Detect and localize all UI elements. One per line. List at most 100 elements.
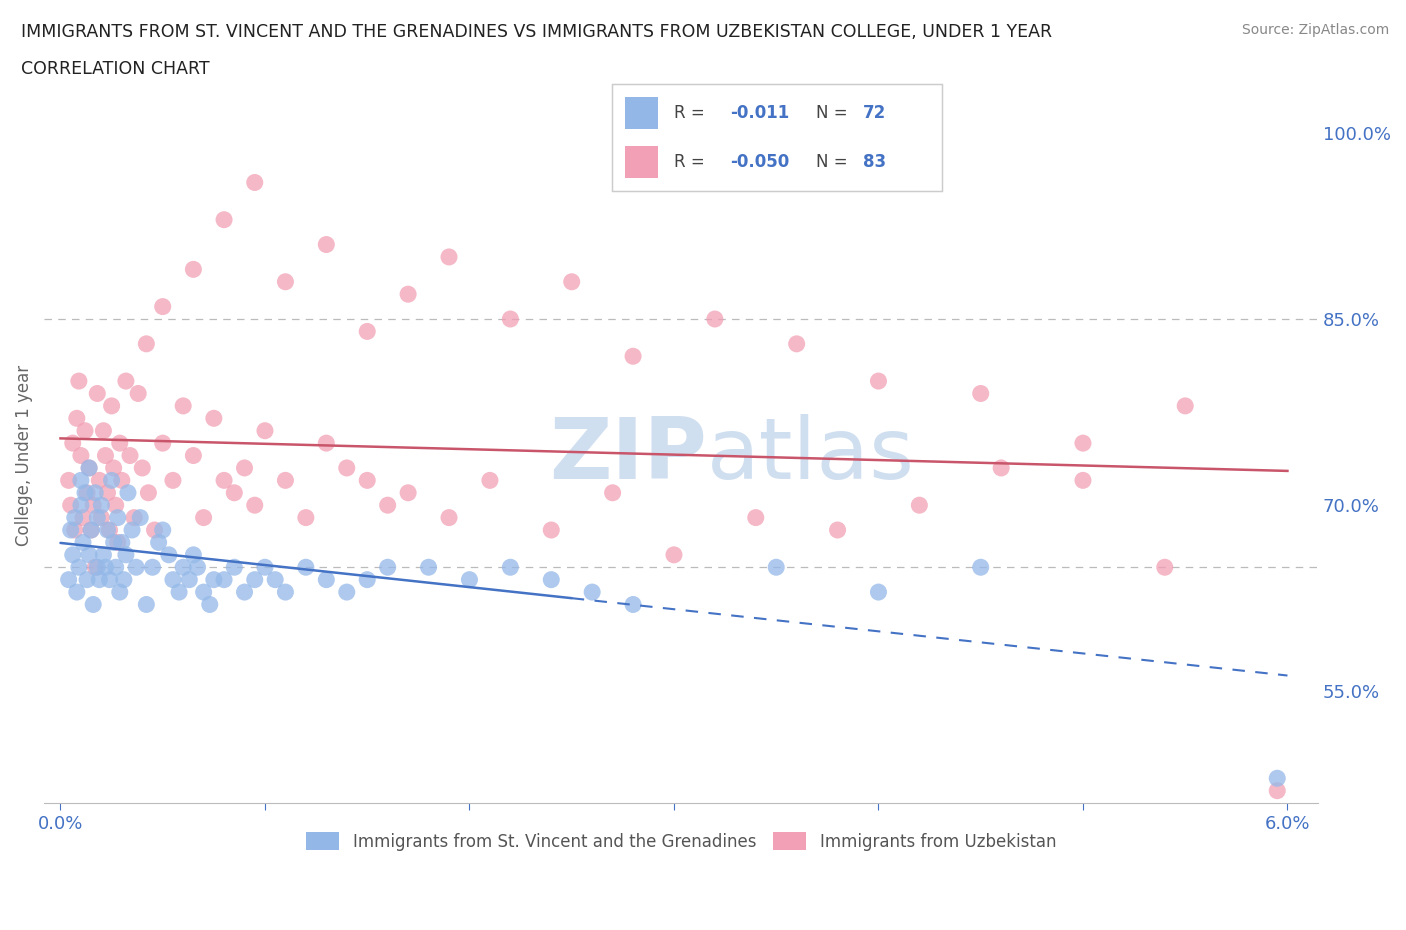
Point [70, 473, 93, 488]
Point [58, 572, 80, 587]
Point [115, 374, 138, 389]
Point [396, 485, 419, 500]
Point [183, 548, 205, 563]
Point [202, 572, 225, 587]
Point [243, 175, 266, 190]
Point [103, 535, 125, 550]
Point [80, 523, 103, 538]
Point [63, 511, 86, 525]
Point [98, 523, 121, 538]
Point [108, 435, 131, 450]
Point [67, 560, 90, 575]
Point [602, 485, 624, 500]
Point [243, 572, 266, 587]
Point [86, 511, 108, 525]
Point [73, 485, 96, 500]
Text: -0.050: -0.050 [731, 153, 790, 171]
Text: atlas: atlas [707, 414, 915, 497]
Point [970, 560, 993, 575]
Text: Source: ZipAtlas.com: Source: ZipAtlas.com [1241, 23, 1389, 37]
Point [59, 498, 82, 512]
Text: CORRELATION CHART: CORRELATION CHART [21, 60, 209, 78]
Point [117, 485, 139, 500]
Point [396, 286, 419, 301]
Point [990, 460, 1012, 475]
Point [581, 585, 603, 600]
Bar [624, 146, 658, 178]
Point [89, 572, 111, 587]
Point [561, 274, 583, 289]
Point [86, 560, 108, 575]
Point [765, 560, 787, 575]
Text: N =: N = [817, 103, 848, 122]
Point [315, 435, 337, 450]
Point [233, 585, 256, 600]
Point [264, 572, 287, 587]
Point [67, 374, 90, 389]
Point [103, 460, 125, 475]
Point [356, 473, 378, 488]
Point [253, 560, 276, 575]
Point [162, 572, 184, 587]
Legend: Immigrants from St. Vincent and the Grenadines, Immigrants from Uzbekistan: Immigrants from St. Vincent and the Gren… [299, 826, 1063, 857]
Point [76, 572, 98, 587]
Point [1174, 398, 1197, 413]
Point [94, 560, 117, 575]
Point [356, 572, 378, 587]
Point [107, 511, 129, 525]
Point [89, 473, 111, 488]
Point [295, 511, 318, 525]
Point [125, 560, 148, 575]
Point [100, 398, 122, 413]
Point [135, 597, 157, 612]
Point [122, 511, 145, 525]
Point [107, 535, 129, 550]
Bar [624, 97, 658, 128]
Text: R =: R = [675, 153, 706, 171]
Point [108, 585, 131, 600]
Point [621, 597, 644, 612]
Point [82, 597, 104, 612]
Point [104, 560, 127, 575]
Point [274, 473, 297, 488]
Point [478, 473, 501, 488]
Point [162, 473, 184, 488]
Point [1071, 473, 1094, 488]
Point [70, 448, 93, 463]
Point [1265, 771, 1288, 786]
Point [540, 572, 562, 587]
Point [315, 572, 337, 587]
Point [224, 560, 246, 575]
Point [112, 572, 135, 587]
Point [202, 411, 225, 426]
Point [90, 498, 112, 512]
Point [253, 423, 276, 438]
Point [100, 473, 122, 488]
Point [179, 572, 201, 587]
Point [138, 485, 160, 500]
Point [72, 511, 94, 525]
Point [662, 548, 685, 563]
Point [377, 560, 399, 575]
Text: ZIP: ZIP [548, 414, 707, 497]
Point [315, 237, 337, 252]
Point [152, 523, 174, 538]
Point [186, 560, 208, 575]
Point [77, 460, 100, 475]
Point [458, 572, 481, 587]
Point [93, 548, 115, 563]
Point [868, 374, 890, 389]
Point [745, 511, 768, 525]
Point [172, 398, 194, 413]
Point [193, 511, 215, 525]
Text: IMMIGRANTS FROM ST. VINCENT AND THE GRENADINES VS IMMIGRANTS FROM UZBEKISTAN COL: IMMIGRANTS FROM ST. VINCENT AND THE GREN… [21, 23, 1052, 41]
Point [77, 460, 100, 475]
Point [98, 572, 121, 587]
Point [84, 560, 107, 575]
Point [66, 585, 89, 600]
Point [274, 274, 297, 289]
Point [437, 249, 460, 264]
Point [827, 523, 849, 538]
Point [437, 511, 460, 525]
Point [499, 560, 522, 575]
